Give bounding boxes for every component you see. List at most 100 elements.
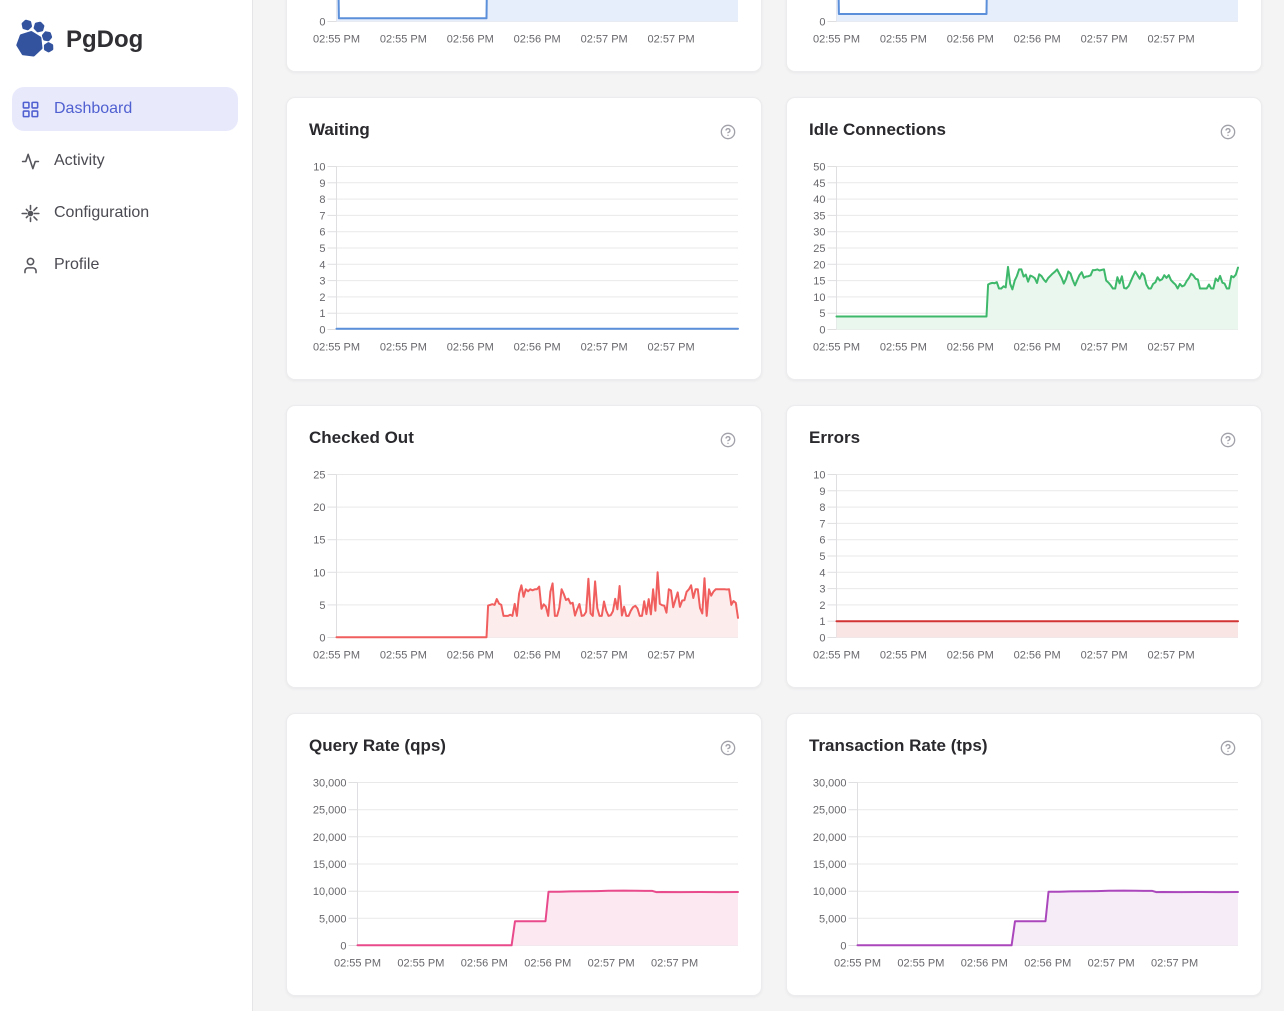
svg-text:02:55 PM: 02:55 PM <box>813 650 860 661</box>
svg-text:02:57 PM: 02:57 PM <box>1148 34 1195 45</box>
svg-text:02:55 PM: 02:55 PM <box>380 34 427 45</box>
svg-text:6: 6 <box>319 227 325 239</box>
svg-text:02:55 PM: 02:55 PM <box>880 342 927 353</box>
svg-text:02:56 PM: 02:56 PM <box>447 650 494 661</box>
svg-text:25,000: 25,000 <box>313 805 347 817</box>
svg-text:25: 25 <box>313 470 325 482</box>
svg-text:10: 10 <box>813 292 825 304</box>
svg-text:02:55 PM: 02:55 PM <box>313 650 360 661</box>
svg-text:02:56 PM: 02:56 PM <box>961 958 1008 969</box>
svg-text:15,000: 15,000 <box>313 859 347 871</box>
svg-text:2: 2 <box>819 600 825 612</box>
svg-text:02:56 PM: 02:56 PM <box>514 34 561 45</box>
svg-text:0: 0 <box>819 325 825 337</box>
svg-text:02:57 PM: 02:57 PM <box>1081 34 1128 45</box>
svg-text:02:55 PM: 02:55 PM <box>834 958 881 969</box>
svg-text:50: 50 <box>813 162 825 174</box>
svg-text:02:57 PM: 02:57 PM <box>1148 342 1195 353</box>
svg-text:15: 15 <box>813 276 825 288</box>
svg-text:15,000: 15,000 <box>813 859 847 871</box>
svg-text:30: 30 <box>813 227 825 239</box>
svg-text:5: 5 <box>319 243 325 255</box>
svg-text:02:55 PM: 02:55 PM <box>334 958 381 969</box>
svg-text:7: 7 <box>319 210 325 222</box>
svg-text:02:55 PM: 02:55 PM <box>880 34 927 45</box>
svg-text:20: 20 <box>313 502 325 514</box>
svg-text:5: 5 <box>319 600 325 612</box>
svg-text:20: 20 <box>813 259 825 271</box>
svg-text:02:55 PM: 02:55 PM <box>813 342 860 353</box>
svg-text:10: 10 <box>813 470 825 482</box>
svg-text:02:56 PM: 02:56 PM <box>1014 34 1061 45</box>
svg-text:0: 0 <box>819 633 825 645</box>
svg-text:4: 4 <box>319 259 325 271</box>
svg-text:30,000: 30,000 <box>813 778 847 790</box>
svg-text:3: 3 <box>819 584 825 596</box>
svg-text:02:56 PM: 02:56 PM <box>1014 650 1061 661</box>
svg-text:8: 8 <box>319 194 325 206</box>
svg-text:5,000: 5,000 <box>819 913 847 925</box>
svg-text:35: 35 <box>813 210 825 222</box>
svg-text:30,000: 30,000 <box>313 778 347 790</box>
svg-text:02:55 PM: 02:55 PM <box>313 342 360 353</box>
svg-text:9: 9 <box>319 178 325 190</box>
svg-text:02:56 PM: 02:56 PM <box>524 958 571 969</box>
svg-text:20,000: 20,000 <box>313 832 347 844</box>
svg-text:9: 9 <box>819 486 825 498</box>
svg-text:10,000: 10,000 <box>313 886 347 898</box>
svg-text:0: 0 <box>840 941 846 953</box>
svg-text:02:57 PM: 02:57 PM <box>581 650 628 661</box>
svg-text:02:56 PM: 02:56 PM <box>447 342 494 353</box>
svg-text:15: 15 <box>313 535 325 547</box>
svg-text:02:57 PM: 02:57 PM <box>1151 958 1198 969</box>
svg-text:2: 2 <box>319 292 325 304</box>
svg-text:02:55 PM: 02:55 PM <box>397 958 444 969</box>
svg-text:0: 0 <box>319 633 325 645</box>
svg-text:6: 6 <box>819 535 825 547</box>
svg-text:02:57 PM: 02:57 PM <box>1148 650 1195 661</box>
svg-text:02:56 PM: 02:56 PM <box>1024 958 1071 969</box>
svg-text:0: 0 <box>819 17 825 29</box>
svg-text:1: 1 <box>319 308 325 320</box>
svg-text:02:57 PM: 02:57 PM <box>581 34 628 45</box>
svg-text:02:56 PM: 02:56 PM <box>447 34 494 45</box>
svg-text:7: 7 <box>819 518 825 530</box>
svg-text:02:55 PM: 02:55 PM <box>897 958 944 969</box>
svg-text:5,000: 5,000 <box>319 913 347 925</box>
svg-text:02:56 PM: 02:56 PM <box>947 650 994 661</box>
svg-text:0: 0 <box>319 325 325 337</box>
svg-text:02:57 PM: 02:57 PM <box>1081 650 1128 661</box>
svg-text:40: 40 <box>813 194 825 206</box>
svg-text:5: 5 <box>819 551 825 563</box>
svg-text:02:55 PM: 02:55 PM <box>880 650 927 661</box>
svg-text:02:57 PM: 02:57 PM <box>648 34 695 45</box>
svg-text:3: 3 <box>319 276 325 288</box>
svg-text:02:57 PM: 02:57 PM <box>648 342 695 353</box>
svg-text:45: 45 <box>813 178 825 190</box>
svg-text:0: 0 <box>340 941 346 953</box>
svg-text:25: 25 <box>813 243 825 255</box>
svg-text:0: 0 <box>319 17 325 29</box>
svg-text:02:56 PM: 02:56 PM <box>514 650 561 661</box>
svg-text:20,000: 20,000 <box>813 832 847 844</box>
svg-text:02:57 PM: 02:57 PM <box>648 650 695 661</box>
svg-text:02:56 PM: 02:56 PM <box>1014 342 1061 353</box>
svg-text:10: 10 <box>313 162 325 174</box>
svg-text:25,000: 25,000 <box>813 805 847 817</box>
svg-text:02:55 PM: 02:55 PM <box>313 34 360 45</box>
svg-text:02:56 PM: 02:56 PM <box>947 34 994 45</box>
svg-text:4: 4 <box>819 567 825 579</box>
svg-text:02:55 PM: 02:55 PM <box>380 342 427 353</box>
svg-text:5: 5 <box>819 308 825 320</box>
svg-text:1: 1 <box>819 616 825 628</box>
svg-text:02:57 PM: 02:57 PM <box>581 342 628 353</box>
svg-text:02:57 PM: 02:57 PM <box>1081 342 1128 353</box>
svg-text:10,000: 10,000 <box>813 886 847 898</box>
svg-text:02:57 PM: 02:57 PM <box>1088 958 1135 969</box>
svg-text:02:55 PM: 02:55 PM <box>813 34 860 45</box>
svg-text:02:56 PM: 02:56 PM <box>947 342 994 353</box>
svg-text:02:56 PM: 02:56 PM <box>461 958 508 969</box>
svg-text:02:56 PM: 02:56 PM <box>514 342 561 353</box>
svg-text:8: 8 <box>819 502 825 514</box>
svg-text:02:57 PM: 02:57 PM <box>651 958 698 969</box>
